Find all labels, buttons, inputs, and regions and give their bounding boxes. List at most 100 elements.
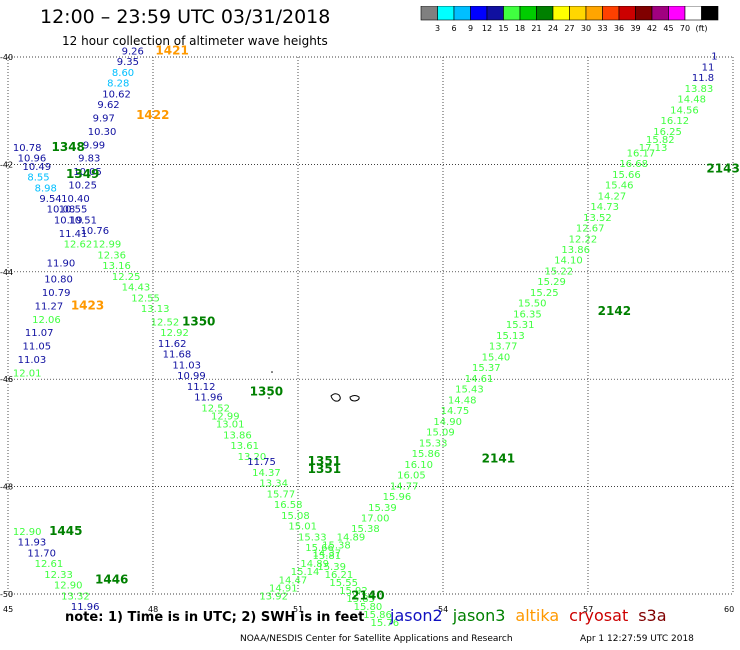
wave-height-value: 12.52 — [201, 403, 230, 414]
wave-height-value: 15.08 — [281, 511, 310, 522]
wave-height-value: 15.92 — [339, 586, 368, 597]
wave-height-value: 13.86 — [561, 245, 590, 256]
wave-height-value: 13.92 — [259, 591, 288, 602]
wave-height-value: 9.26 — [122, 46, 144, 57]
lat-tick-label: -44 — [0, 268, 13, 277]
pass-number-label: 1423 — [71, 298, 104, 312]
footer-note: note: 1) Time is in UTC; 2) SWH is in fe… — [65, 610, 365, 625]
wave-height-value: 9.97 — [93, 113, 115, 124]
wave-height-value: 12.61 — [35, 559, 64, 570]
wave-height-value: 10.40 — [61, 194, 90, 205]
wave-height-value: 10.49 — [23, 162, 52, 173]
legend-swatch — [536, 6, 554, 21]
wave-height-value: 14.75 — [441, 406, 470, 417]
wave-height-value: 15.22 — [545, 266, 574, 277]
wave-height-value: 10.99 — [177, 371, 206, 382]
satellite-legend: jason2 jason3 altika cryosat s3a — [390, 606, 677, 625]
wave-height-value: 13.83 — [685, 84, 714, 95]
wave-height-value: 10.76 — [81, 226, 110, 237]
wave-height-value: 15.85 — [346, 594, 375, 605]
legend-swatch — [453, 6, 471, 21]
wave-height-value: 12.25 — [112, 272, 141, 283]
wave-height-value: 9.35 — [117, 57, 139, 68]
pass-number-label: 1350 — [250, 384, 283, 398]
wave-height-value: 10.62 — [102, 89, 131, 100]
legend-swatch — [552, 6, 570, 21]
wave-height-value: 12.99 — [211, 411, 240, 422]
wave-height-value: 13.77 — [489, 342, 518, 353]
generation-timestamp: Apr 1 12:27:59 UTC 2018 — [580, 634, 694, 644]
lat-tick-label: -46 — [0, 375, 13, 384]
wave-height-value: 14.77 — [390, 481, 419, 492]
wave-height-value: 12.62 — [64, 240, 93, 251]
wave-height-value: 1 — [711, 52, 717, 63]
legend-label: 18 — [515, 24, 525, 33]
wave-height-value: 12.01 — [13, 369, 42, 380]
lat-tick-label: -40 — [0, 53, 13, 62]
wave-height-value: 15.09 — [426, 428, 455, 439]
wave-height-value: 15.66 — [305, 543, 334, 554]
wave-height-value: 14.48 — [448, 395, 477, 406]
wave-height-value: 16.58 — [274, 500, 303, 511]
wave-height-value: 15.50 — [518, 299, 547, 310]
legend-swatch — [420, 6, 438, 21]
wave-height-value: 15.39 — [368, 503, 397, 514]
legend-label: 6 — [451, 24, 456, 33]
wave-height-value: 16.68 — [619, 159, 648, 170]
legend-swatch — [519, 6, 537, 21]
wave-height-value: 8.55 — [27, 173, 49, 184]
wave-height-value: 8.98 — [35, 183, 57, 194]
wave-height-value: 13.13 — [141, 304, 170, 315]
legend-label: 30 — [581, 24, 591, 33]
legend-label: 9 — [468, 24, 473, 33]
legend-label: 24 — [548, 24, 558, 33]
pass-number-label: 2143 — [706, 161, 739, 175]
wave-height-value: 12.36 — [97, 250, 126, 261]
wave-height-value: 10.30 — [88, 127, 117, 138]
satellite-altika: altika — [515, 606, 560, 625]
wave-height-value: 15.86 — [363, 610, 392, 621]
legend-label: 27 — [564, 24, 574, 33]
legend-label: 45 — [663, 24, 673, 33]
wave-height-value: 12.55 — [131, 293, 160, 304]
pass-number-label: 1445 — [49, 524, 82, 538]
wave-height-value: 10.51 — [68, 215, 97, 226]
wave-height-value: 11.93 — [18, 538, 47, 549]
satellite-s3a: s3a — [638, 606, 667, 625]
wave-height-value: 15.55 — [329, 578, 358, 589]
wave-height-value: 17.00 — [361, 514, 390, 525]
wave-height-value: 11.41 — [59, 229, 88, 240]
legend-swatch — [701, 6, 719, 21]
wave-height-value: 14.89 — [337, 532, 366, 543]
wave-height-value: 14.47 — [279, 575, 308, 586]
legend-swatch — [585, 6, 603, 21]
wave-height-value: 11.03 — [18, 355, 47, 366]
legend-swatch — [635, 6, 653, 21]
legend-swatch — [668, 6, 686, 21]
legend-swatch — [486, 6, 504, 21]
pass-number-label: 2141 — [482, 451, 515, 465]
wave-height-value: 12.52 — [151, 318, 180, 329]
track-altika-1423: 11.90 10.80 10.79 11.27 12.06 11.07 11.05 11.03… — [13, 258, 75, 379]
wave-height-value: 12.90 — [54, 581, 83, 592]
page-subtitle: 12 hour collection of altimeter wave hei… — [62, 34, 328, 48]
wave-height-value: 14.27 — [598, 191, 627, 202]
wave-height-value: 11.62 — [158, 339, 187, 350]
wave-height-value: 14.90 — [433, 417, 462, 428]
wave-height-value: 10.96 — [18, 154, 47, 165]
pass-number-label: 1446 — [95, 572, 128, 586]
satellite-cryosat: cryosat — [569, 606, 629, 625]
credit-line: NOAA/NESDIS Center for Satellite Applica… — [240, 634, 513, 644]
legend-swatch — [651, 6, 669, 21]
wave-height-value: 12.33 — [44, 570, 73, 581]
wave-height-value: 16.25 — [653, 127, 682, 138]
wave-height-value: 11.96 — [194, 393, 223, 404]
wave-height-value: 15.76 — [371, 618, 400, 629]
wave-height-value: 14.89 — [300, 559, 329, 570]
wave-height-value: 14.43 — [122, 283, 151, 294]
wave-height-value: 15.81 — [313, 551, 342, 562]
legend-label: (ft) — [695, 24, 707, 33]
wave-height-value: 15.96 — [383, 492, 412, 503]
lat-tick-label: -50 — [0, 590, 13, 599]
